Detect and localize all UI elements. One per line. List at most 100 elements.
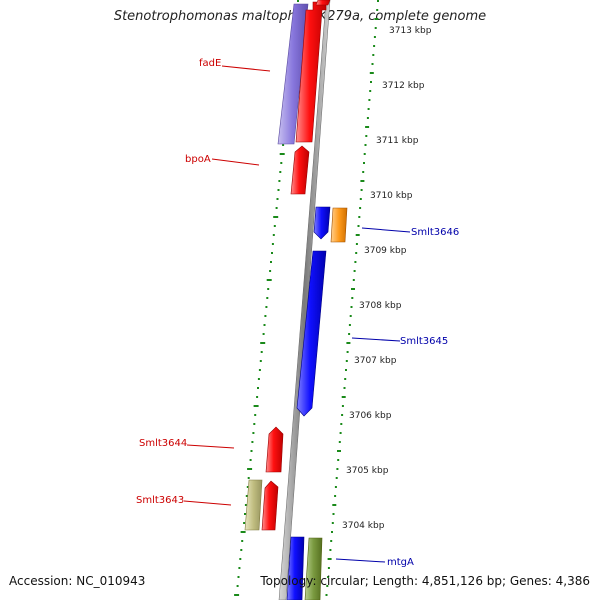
gc-dot (267, 288, 270, 290)
gc-dot (272, 234, 275, 236)
gene-green-feature[interactable] (304, 537, 323, 600)
gc-dot (256, 396, 259, 398)
gc-dot (273, 216, 279, 218)
gc-dot (253, 405, 259, 407)
gc-dot (238, 567, 241, 569)
gene-mtgA-cds[interactable] (286, 536, 305, 600)
gc-dot (340, 423, 343, 425)
gene-features[interactable] (244, 0, 348, 600)
gc-dot (341, 396, 346, 398)
gc-dot (251, 441, 254, 443)
label-smlt3643[interactable]: Smlt3643 (136, 495, 184, 506)
gc-dot (334, 495, 337, 497)
label-mtgA[interactable]: mtgA (387, 557, 414, 568)
label-smlt3646[interactable]: Smlt3646 (411, 227, 459, 238)
gene-bpoA-cds[interactable] (290, 145, 310, 195)
gene-fadE-feature[interactable] (277, 3, 309, 145)
gc-dot (260, 351, 263, 353)
gc-dot (363, 153, 366, 155)
label-smlt3645[interactable]: Smlt3645 (400, 336, 448, 347)
gc-dot (353, 270, 356, 272)
kbp-tick-label: 3704 kbp (342, 521, 385, 531)
label-bpoA[interactable]: bpoA (185, 154, 211, 165)
gc-dot (357, 225, 360, 227)
kbp-tick-label: 3711 kbp (376, 136, 419, 146)
gc-dot (365, 126, 370, 128)
gc-dot (360, 180, 365, 182)
gc-dot (351, 297, 354, 299)
gc-dot (269, 270, 272, 272)
gc-dot (247, 468, 253, 470)
kbp-tick-label: 3706 kbp (349, 411, 392, 421)
gene-smlt3645-cds[interactable] (296, 250, 327, 417)
gc-dot (360, 189, 363, 191)
gene-olive-feature[interactable] (244, 479, 263, 531)
label-smlt3644[interactable]: Smlt3644 (139, 438, 187, 449)
gc-dot (349, 315, 352, 317)
gc-dot (368, 99, 371, 101)
gc-dot (271, 252, 273, 254)
gc-dot (331, 522, 334, 524)
gc-dot (271, 243, 274, 245)
gc-dot (240, 549, 243, 551)
gc-dot (372, 54, 375, 56)
gene-orange-feature[interactable] (330, 207, 348, 243)
gc-dot (377, 0, 379, 2)
gc-dot (236, 585, 239, 587)
gc-dot (352, 279, 355, 281)
gc-dot (376, 9, 379, 11)
gc-dot (237, 576, 240, 578)
gc-dot (265, 306, 268, 308)
gene-smlt3646-cds[interactable] (313, 206, 331, 240)
gc-dot (325, 594, 328, 596)
gc-dot (359, 207, 362, 209)
gc-dot (354, 261, 357, 263)
gc-dot (244, 504, 247, 506)
gc-dot (350, 306, 353, 308)
gc-dot (250, 450, 253, 452)
gene-smlt3643-cds[interactable] (261, 480, 279, 531)
gc-dot (351, 288, 355, 290)
gc-dot (373, 36, 376, 38)
gc-dot (239, 558, 242, 560)
gc-dot (346, 342, 351, 344)
gc-dot (275, 207, 278, 209)
kbp-tick-label: 3710 kbp (370, 191, 413, 201)
gc-dot (355, 243, 358, 245)
gc-dot (332, 504, 337, 506)
gc-dot (327, 558, 332, 560)
gc-dot (370, 81, 372, 83)
gc-dot (345, 360, 348, 362)
gc-dot (243, 522, 246, 524)
kbp-scale: 3713 kbp 3712 kbp 3711 kbp 3710 kbp 3709… (342, 26, 432, 531)
gc-dot (341, 414, 344, 416)
gc-dot (371, 63, 374, 65)
gc-dot (246, 486, 249, 488)
gc-dot (241, 540, 244, 542)
gc-dot (348, 333, 351, 335)
gc-dot (264, 315, 267, 317)
gc-dot (358, 216, 361, 218)
gc-dot (337, 450, 341, 452)
gene-labels[interactable]: fadE bpoA Smlt3646 Smlt3645 Smlt3644 Sml… (136, 58, 459, 568)
gc-dot (280, 162, 283, 164)
kbp-tick-label: 3712 kbp (382, 81, 425, 91)
gc-dot (297, 0, 299, 2)
kbp-tick-label: 3708 kbp (359, 301, 402, 311)
gc-dot (346, 351, 349, 353)
topology-label: Topology: circular; Length: 4,851,126 bp… (260, 574, 590, 588)
gc-dot (331, 531, 333, 533)
gc-dot (334, 486, 337, 488)
gc-dot (355, 252, 358, 254)
gc-dot (253, 423, 256, 425)
gc-dot (327, 576, 330, 578)
gc-dot (254, 414, 257, 416)
gc-dot (245, 495, 248, 497)
gene-smlt3644-cds[interactable] (265, 426, 284, 473)
label-fadE[interactable]: fadE (199, 58, 221, 69)
gc-dot (260, 342, 266, 344)
gc-dot (359, 198, 362, 200)
gc-dot (247, 477, 250, 479)
kbp-tick-label: 3713 kbp (389, 26, 432, 36)
